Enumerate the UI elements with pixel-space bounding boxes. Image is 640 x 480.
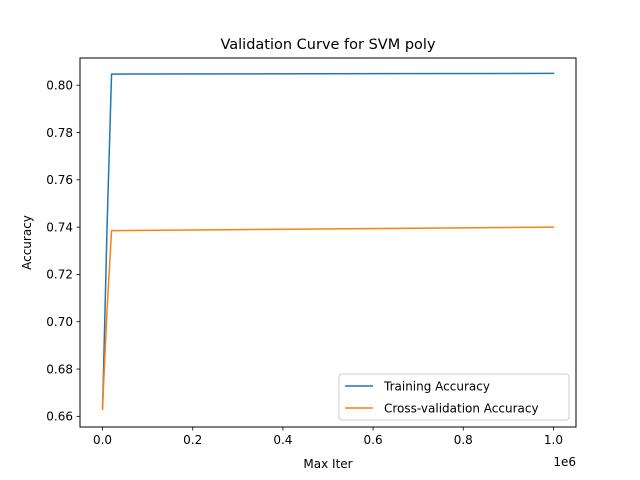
x-tick-label: 0.8 [454,433,473,447]
y-tick-label: 0.72 [46,268,73,282]
y-tick-label: 0.80 [46,79,73,93]
series-line-1 [101,226,555,411]
y-tick-label: 0.74 [46,220,73,234]
y-tick-label: 0.70 [46,315,73,329]
x-tick-label: 0.6 [364,433,383,447]
legend: Training Accuracy Cross-validation Accur… [338,373,570,421]
y-axis: 0.66 0.68 0.70 0.72 0.74 0.76 0.78 0.80 [46,79,80,424]
x-axis-offset-label: 1e6 [553,455,576,469]
chart-title: Validation Curve for SVM poly [220,37,435,53]
plot-lines [101,72,555,411]
x-tick-label: 0.4 [273,433,292,447]
plot-area-frame [79,57,577,428]
y-tick-label: 0.76 [46,173,73,187]
legend-label-training: Training Accuracy [383,380,490,394]
y-tick-label: 0.78 [46,126,73,140]
legend-box [338,373,570,421]
x-tick-label: 1.0 [544,433,563,447]
legend-label-cross-validation: Cross-validation Accuracy [384,402,539,416]
y-tick-label: 0.66 [46,410,73,424]
x-axis: 0.0 0.2 0.4 0.6 0.8 1.0 [93,427,563,447]
x-tick-label: 0.0 [93,433,112,447]
x-axis-label: Max Iter [303,457,352,471]
x-tick-label: 0.2 [183,433,202,447]
y-tick-label: 0.68 [46,362,73,376]
y-axis-label: Accuracy [20,215,34,270]
